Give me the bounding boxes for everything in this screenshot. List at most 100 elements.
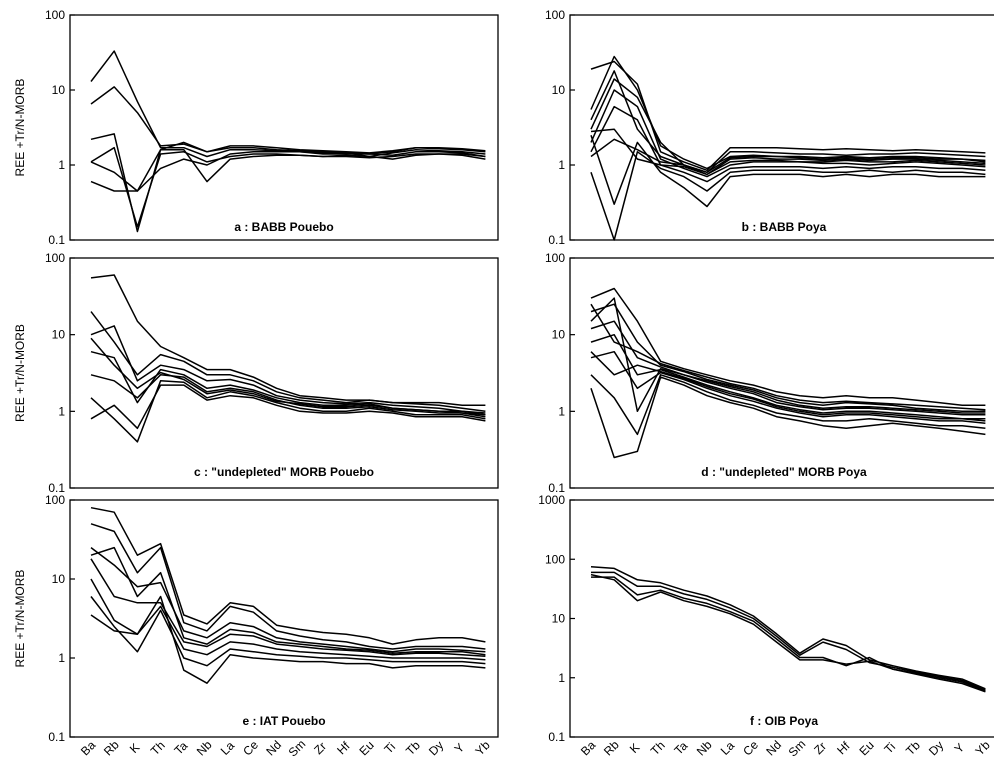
x-tick-label: Th	[648, 738, 668, 758]
panel-a: 0.1 1 10 100 REE +Tr/N-MORB a : BABB Pouebo	[13, 8, 499, 247]
x-tick-label: Th	[148, 738, 168, 758]
y-tick-label: 0.1	[48, 730, 65, 744]
x-tick-label: Zr	[311, 739, 329, 757]
x-tick-label: La	[218, 738, 238, 758]
series-line-4	[590, 89, 986, 178]
x-tick-label: Tb	[403, 738, 423, 758]
series-line-5	[90, 578, 486, 661]
series-line-3	[90, 547, 486, 653]
x-tick-label: Ta	[672, 739, 691, 758]
series-line-3	[90, 325, 486, 414]
y-tick-label: 1	[558, 158, 565, 172]
panel-frame	[569, 499, 994, 738]
x-tick-label: Nd	[263, 738, 284, 759]
y-tick-label: 0.1	[548, 730, 565, 744]
series-line-6	[590, 374, 986, 436]
series-line-1	[90, 506, 486, 645]
series-line-9	[590, 351, 986, 422]
x-tick-label: Hf	[834, 739, 853, 758]
panel-label: d : "undepleted" MORB Poya	[701, 465, 867, 479]
series-line-7	[90, 595, 486, 684]
y-axis-title: REE +Tr/N-MORB	[13, 570, 27, 668]
panel-frame	[69, 499, 499, 738]
y-tick-label: 1	[558, 404, 565, 418]
y-tick-label: 1000	[538, 493, 565, 507]
y-axis-title: REE +Tr/N-MORB	[13, 79, 27, 177]
series-line-10	[590, 138, 986, 174]
x-tick-label: Rb	[601, 738, 622, 759]
panel-frame	[69, 257, 499, 489]
x-tick-label: Zr	[811, 739, 829, 757]
panel-label: b : BABB Poya	[742, 220, 827, 234]
panel-e: 0.1 1 10 100 REE +Tr/N-MORB e : IAT Pouebo Ba R…	[13, 493, 499, 760]
series-line-4	[90, 146, 486, 228]
panel-frame	[569, 257, 994, 489]
series-line-2	[90, 523, 486, 650]
y-tick-label: 10	[552, 328, 566, 342]
y-tick-label: 100	[45, 251, 65, 265]
y-axis-title: REE +Tr/N-MORB	[13, 324, 27, 422]
series-line-10	[590, 303, 986, 411]
panel-label: f : OIB Poya	[750, 714, 818, 728]
y-tick-label: 10	[52, 572, 66, 586]
series-line-8	[590, 297, 986, 414]
x-tick-label: Ba	[78, 738, 99, 759]
series-line-8	[90, 546, 486, 656]
y-tick-label: 0.1	[548, 233, 565, 247]
y-tick-label: 100	[545, 552, 565, 566]
series-line-8	[590, 70, 986, 174]
panel-f: 0.1 1 10 100 1000 f : OIB Poya Ba Rb K Th Ta Nb La Ce…	[538, 493, 994, 759]
y-tick-label: 100	[45, 493, 65, 507]
x-tick-label: Ce	[740, 738, 761, 759]
series-line-7	[590, 376, 986, 459]
y-tick-label: 1	[558, 671, 565, 685]
x-tick-label: Hf	[334, 739, 353, 758]
panel-b: 0.1 1 10 100 b : BABB Poya	[545, 8, 994, 247]
series-line-5	[590, 105, 986, 183]
y-tick-label: 0.1	[48, 481, 65, 495]
x-tick-label: Dy	[426, 738, 446, 758]
x-tick-label: Eu	[856, 738, 876, 758]
x-tick-label: Ti	[381, 740, 398, 757]
x-tick-label: Nb	[194, 738, 215, 759]
x-tick-label: Nb	[694, 738, 715, 759]
x-tick-label: Ta	[172, 739, 191, 758]
x-tick-label: Yb	[472, 738, 493, 759]
y-tick-label: 10	[552, 612, 566, 626]
series-line-3	[590, 320, 986, 416]
panel-c: 0.1 1 10 100 REE +Tr/N-MORB c : "undepleted" …	[13, 251, 499, 495]
x-tick-label: K	[627, 740, 643, 756]
series-line-9	[590, 128, 986, 176]
x-tick-label: Sm	[286, 737, 309, 760]
x-tick-label: Rb	[101, 738, 122, 759]
series-line-6	[90, 596, 486, 667]
x-tick-label: Ti	[881, 740, 898, 757]
x-tick-label: Yb	[972, 738, 993, 759]
series-line-7	[90, 384, 486, 430]
panel-label: e : IAT Pouebo	[242, 714, 325, 728]
series-line-3	[591, 576, 986, 692]
series-line-1	[90, 274, 486, 407]
series-line-1	[590, 60, 986, 172]
panel-label: c : "undepleted" MORB Pouebo	[194, 465, 374, 479]
x-tick-label: Eu	[356, 738, 376, 758]
series-line-1	[90, 50, 486, 158]
series-line-7	[590, 134, 986, 208]
y-tick-label: 1	[58, 404, 65, 418]
series-line-8	[90, 337, 486, 416]
y-tick-label: 1	[58, 158, 65, 172]
series-line-4	[590, 573, 986, 693]
y-tick-label: 0.1	[548, 481, 565, 495]
y-tick-label: 100	[45, 8, 65, 22]
panel-frame	[569, 14, 994, 241]
x-tick-label: Sm	[786, 737, 809, 760]
series-line-6	[590, 151, 986, 241]
y-tick-label: 1	[58, 651, 65, 665]
series-line-1	[590, 287, 986, 407]
series-line-2	[591, 571, 986, 691]
x-tick-label: Ce	[240, 738, 261, 759]
panel-label: a : BABB Pouebo	[234, 220, 333, 234]
series-line-3	[590, 78, 986, 176]
panel-frame	[69, 14, 499, 241]
